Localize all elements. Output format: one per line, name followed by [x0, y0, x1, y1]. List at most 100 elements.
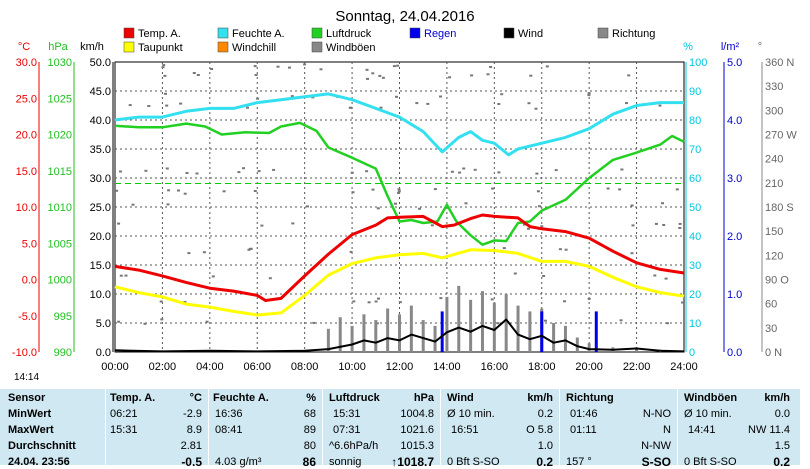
wind-tick-label: 50.0 [90, 57, 111, 69]
direction-dot [522, 223, 526, 226]
legend-swatch [409, 27, 421, 39]
pres-min-time: 15:31 [333, 408, 361, 420]
temp-tick-label: 20.0 [16, 130, 37, 142]
direction-dot [257, 170, 261, 173]
direction-dot [653, 274, 657, 277]
temp-tick-label: 30.0 [16, 57, 37, 69]
pressure-tick-label: 990 [54, 347, 72, 359]
wind-tick-label: 40.0 [90, 115, 111, 127]
stats-row-max-label: MaxWert [8, 424, 54, 436]
direction-dot [290, 95, 294, 98]
wind-tick-label: 10.0 [90, 289, 111, 301]
pres-unit: hPa [413, 392, 434, 404]
direction-dot [439, 95, 442, 98]
wind-current-label: 0 Bft S-SO [447, 456, 500, 468]
dir-max: N [663, 424, 671, 436]
axis-unit-label: °C [18, 41, 30, 53]
direction-tick-label: 0 N [765, 347, 782, 359]
direction-dot [587, 94, 591, 97]
direction-dot [681, 301, 684, 304]
direction-dot [497, 171, 501, 174]
direction-dot [205, 320, 209, 323]
legend-swatch [217, 41, 229, 53]
direction-dot [195, 172, 199, 175]
direction-tick-label: 30 [765, 323, 777, 335]
hum-current: 86 [302, 455, 316, 469]
pressure-tick-label: 1015 [48, 166, 72, 178]
direction-dot [117, 222, 121, 225]
direction-dot [537, 205, 541, 208]
gust-current-label: 0 Bft S-SO [684, 456, 737, 468]
direction-dot [165, 104, 169, 107]
series-temperature-line [114, 213, 685, 302]
direction-tick-label: 300 [765, 105, 783, 117]
direction-dot [268, 277, 272, 280]
direction-dot [291, 222, 295, 225]
direction-dot [162, 64, 166, 67]
gust-avg: 1.5 [774, 440, 790, 452]
direction-dot [249, 247, 253, 250]
rain-tick-label: 2.0 [727, 231, 742, 243]
direction-dot [631, 224, 635, 227]
direction-dot [606, 187, 610, 190]
direction-tick-label: 150 [765, 226, 783, 238]
legend-swatch [217, 27, 229, 39]
x-tick-label: 12:00 [386, 361, 414, 372]
direction-dot [276, 65, 280, 68]
legend-label: Windböen [326, 42, 376, 54]
x-tick-label: 02:00 [149, 361, 177, 372]
direction-dot [128, 104, 132, 107]
direction-dot [144, 169, 148, 172]
legend-label: Temp. A. [138, 28, 181, 40]
humidity-tick-label: 40 [689, 231, 701, 243]
direction-dot [117, 320, 121, 323]
wind-tick-label: 35.0 [90, 144, 111, 156]
direction-dot [177, 189, 180, 192]
direction-tick-label: 90 O [765, 275, 789, 287]
direction-dot [367, 301, 371, 304]
axis-tick-labels: 00:00 02:00 04:00 06:00 08:00 10:00 12:00 14:00… [12, 57, 797, 372]
direction-dot [558, 248, 562, 251]
hum-unit: % [306, 392, 316, 404]
temp-max-time: 15:31 [110, 424, 138, 436]
direction-dot [131, 203, 135, 206]
wind-tick-label: 0.0 [96, 347, 111, 359]
pres-min: 1004.8 [400, 408, 434, 420]
direction-dot [394, 202, 397, 205]
direction-dot [211, 275, 215, 278]
direction-dot [462, 167, 466, 170]
direction-dot [661, 202, 664, 205]
axis-unit-label: hPa [48, 41, 68, 53]
direction-dot [397, 192, 401, 194]
axis-headers: °C hPa km/h% l/m² ° [18, 41, 763, 352]
direction-dot [237, 171, 241, 174]
direction-dot [119, 170, 122, 173]
direction-dot [365, 170, 369, 173]
dir-avg: N-NW [641, 440, 671, 452]
legend-swatch [123, 27, 135, 39]
direction-dot [678, 222, 682, 225]
direction-dot [619, 319, 623, 322]
temp-avg: 2.81 [180, 440, 202, 452]
direction-dot [448, 76, 452, 79]
direction-dot [159, 300, 163, 303]
direction-dot [397, 190, 401, 193]
direction-dot [396, 64, 400, 67]
legend-label: Windchill [232, 42, 276, 54]
legend-label: Wind [518, 28, 543, 40]
wind-max-time: 16:51 [451, 424, 479, 436]
pressure-tick-label: 1000 [48, 275, 72, 287]
pres-avg: 1015.3 [400, 440, 434, 452]
direction-dot [486, 73, 490, 76]
direction-dot [554, 169, 558, 172]
direction-dot [500, 93, 504, 96]
axis-unit-label: % [683, 41, 693, 53]
direction-dot [664, 277, 668, 280]
pressure-tick-label: 1005 [48, 238, 72, 250]
wind-tick-label: 30.0 [90, 173, 111, 185]
pres-max: 1021.6 [400, 424, 434, 436]
direction-dot [564, 248, 568, 251]
pressure-tick-label: 1010 [48, 202, 72, 214]
temp-tick-label: -5.0 [18, 311, 37, 323]
pres-current: ↑1018.7 [391, 455, 434, 469]
